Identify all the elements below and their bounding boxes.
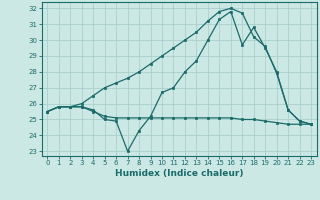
X-axis label: Humidex (Indice chaleur): Humidex (Indice chaleur)	[115, 169, 244, 178]
